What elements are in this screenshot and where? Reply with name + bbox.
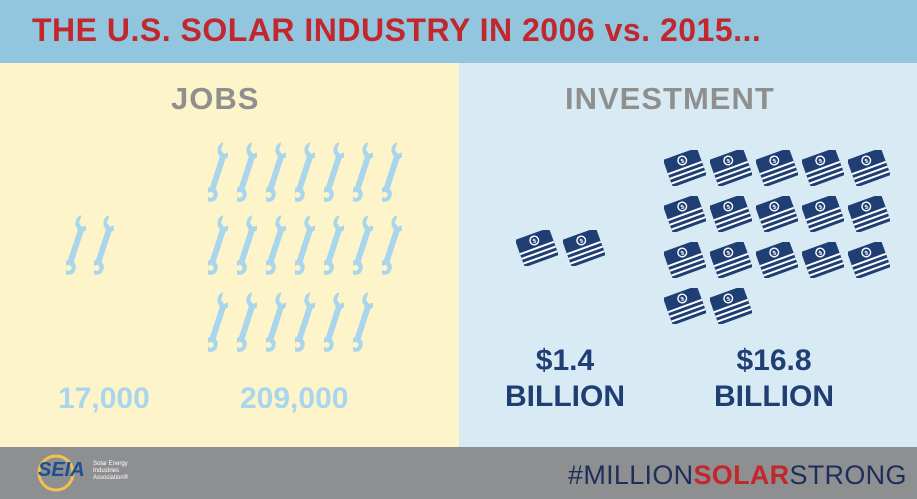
money-stack-icon xyxy=(710,150,752,186)
seia-logo-text: SEIA xyxy=(38,459,85,481)
footer-bar xyxy=(0,447,917,499)
money-stack-icon xyxy=(756,150,798,186)
wrench-icon xyxy=(353,213,373,277)
money-stack-icon xyxy=(848,196,890,232)
jobs-panel xyxy=(0,63,459,447)
wrench-icon xyxy=(237,140,257,204)
money-stack-icon xyxy=(516,230,558,266)
hashtag-highlight: SOLAR xyxy=(693,460,790,490)
jobs-heading: JOBS xyxy=(171,81,260,116)
jobs-2006-value: 17,000 xyxy=(58,382,150,415)
wrench-icon xyxy=(94,213,114,277)
wrench-icon xyxy=(266,140,286,204)
wrench-icon xyxy=(324,140,344,204)
investment-2015-unit: BILLION xyxy=(714,380,834,413)
money-stack-icon xyxy=(756,196,798,232)
money-stack-icon xyxy=(664,288,706,324)
wrench-icon xyxy=(382,213,402,277)
money-stack-icon xyxy=(802,242,844,278)
investment-2006-amount: $1.4 xyxy=(535,344,595,377)
wrench-icon xyxy=(208,290,228,354)
money-stack-icon xyxy=(802,196,844,232)
wrench-icon xyxy=(208,213,228,277)
header-bar xyxy=(0,0,917,63)
investment-2006-unit: BILLION xyxy=(505,380,625,413)
wrench-icon xyxy=(66,213,86,277)
money-stack-icon xyxy=(848,242,890,278)
money-stack-icon xyxy=(756,242,798,278)
wrench-icon xyxy=(295,213,315,277)
wrench-icon xyxy=(208,140,228,204)
page-title: THE U.S. SOLAR INDUSTRY IN 2006 vs. 2015… xyxy=(32,12,762,48)
wrench-icon xyxy=(295,140,315,204)
seia-logo xyxy=(37,454,75,492)
money-stack-icon xyxy=(664,150,706,186)
wrench-icon xyxy=(382,140,402,204)
money-stack-icon xyxy=(710,242,752,278)
wrench-icon xyxy=(237,213,257,277)
investment-heading: INVESTMENT xyxy=(565,81,775,116)
wrench-icon xyxy=(353,290,373,354)
money-stack-icon xyxy=(710,288,752,324)
money-stack-icon xyxy=(664,242,706,278)
money-stack-icon xyxy=(802,150,844,186)
money-stack-icon xyxy=(563,230,605,266)
wrench-icon xyxy=(295,290,315,354)
money-stack-icon xyxy=(710,196,752,232)
wrench-icon xyxy=(237,290,257,354)
wrench-icon xyxy=(353,140,373,204)
wrench-icon xyxy=(266,290,286,354)
wrench-icon xyxy=(324,213,344,277)
money-stack-icon xyxy=(664,196,706,232)
money-stack-icon xyxy=(848,150,890,186)
investment-2015-amount: $16.8 xyxy=(736,344,812,377)
wrench-icon xyxy=(324,290,344,354)
wrench-icon xyxy=(266,213,286,277)
hashtag-prefix: #MILLION xyxy=(568,460,694,490)
hashtag-text: #MILLIONSOLARSTRONG xyxy=(568,460,907,491)
seia-logo-subtitle: Solar Energy Industries Association® xyxy=(93,461,129,481)
hashtag-suffix: STRONG xyxy=(789,460,907,490)
jobs-2015-value: 209,000 xyxy=(240,382,349,415)
